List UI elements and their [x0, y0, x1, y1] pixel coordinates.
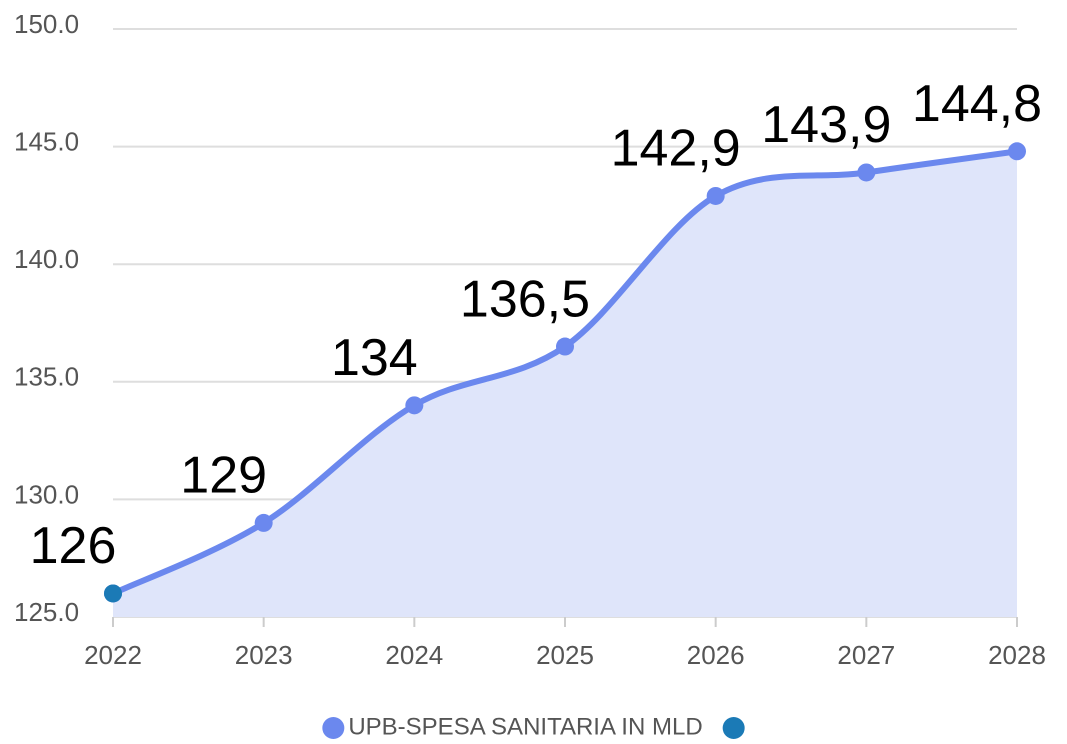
- x-tick-label: 2022: [84, 640, 142, 670]
- data-label: 142,9: [611, 120, 741, 178]
- data-label: 129: [180, 447, 267, 505]
- legend-marker: [722, 717, 745, 739]
- point: [706, 186, 725, 205]
- point: [104, 584, 122, 603]
- data-label: 134: [331, 329, 418, 387]
- point: [1008, 142, 1026, 161]
- x-tick-label: 2026: [687, 640, 745, 670]
- y-tick-label: 140.0: [14, 244, 79, 274]
- x-tick-label: 2023: [235, 640, 293, 670]
- data-label: 143,9: [761, 96, 891, 154]
- point: [556, 337, 574, 356]
- x-tick-label: 2025: [536, 640, 594, 670]
- data-label: 144,8: [912, 75, 1042, 133]
- y-tick-label: 145.0: [14, 126, 79, 156]
- data-label: 136,5: [460, 270, 590, 328]
- x-tick-label: 2024: [385, 640, 443, 670]
- x-tick-label: 2028: [988, 640, 1046, 670]
- point: [857, 163, 876, 182]
- legend-marker: [322, 717, 345, 739]
- y-tick-label: 150.0: [14, 9, 79, 39]
- point: [405, 396, 424, 415]
- point: [254, 513, 273, 532]
- area: [113, 151, 1017, 617]
- data-label: 126: [30, 517, 117, 575]
- x-tick-label: 2027: [837, 640, 895, 670]
- y-tick-label: 130.0: [14, 479, 79, 509]
- y-tick-label: 135.0: [14, 362, 79, 392]
- y-tick-label: 125.0: [14, 597, 79, 627]
- legend-label: UPB-SPESA SANITARIA IN MLD: [348, 713, 702, 740]
